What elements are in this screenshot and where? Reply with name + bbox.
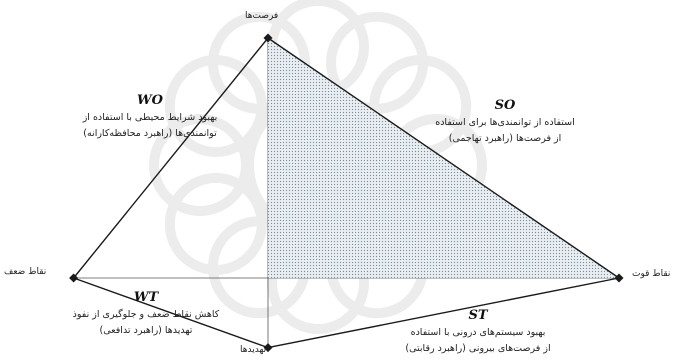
quadrant-text-wt-line2: تهدیدها (راهبرد تدافعی) — [99, 325, 193, 336]
quadrant-text-so-line2: از فرصت‌ها (راهبرد تهاجمی) — [448, 133, 562, 144]
quadrant-text-wt-line1: کاهش نقاط ضعف و جلوگیری از نفوذ — [72, 309, 220, 320]
vertex-marker-opportunities — [263, 33, 273, 43]
quadrant-text-wo-line2: توانمندی‌ها (راهبرد محافظه‌کارانه) — [83, 128, 217, 139]
quadrant-label-so: SO استفاده از توانمندی‌ها برای استفاده ا… — [435, 97, 575, 147]
axis-label-weaknesses: نقاط ضعف — [4, 267, 47, 277]
axis-label-strengths: نقاط قوت — [632, 269, 671, 279]
vertex-marker-strengths — [614, 273, 624, 283]
vertex-marker-weaknesses — [69, 273, 79, 283]
quadrant-code-st: ST — [468, 308, 488, 323]
quadrant-label-st: ST بهبود سیستم‌های درونی با استفاده از ف… — [405, 307, 550, 357]
quadrant-text-st-line2: از فرصت‌های بیرونی (راهبرد رقابتی) — [405, 343, 551, 354]
quadrant-text-st-line1: بهبود سیستم‌های درونی با استفاده — [410, 327, 546, 338]
quadrant-code-so: SO — [494, 98, 516, 113]
quadrant-text-so-line1: استفاده از توانمندی‌ها برای استفاده — [435, 117, 575, 128]
axis-label-threats: تهدیدها — [240, 345, 267, 355]
axis-label-opportunities: فرصت‌ها — [245, 11, 279, 21]
vertex-marker-threats — [263, 343, 273, 353]
quadrant-text-wo-line1: بهبود شرایط محیطی با استفاده از — [82, 112, 218, 123]
watermark-petal — [164, 173, 267, 275]
quadrant-label-wt: WT کاهش نقاط ضعف و جلوگیری از نفوذ تهدید… — [73, 289, 220, 339]
quadrant-label-wo: WO بهبود شرایط محیطی با استفاده از توانم… — [83, 92, 218, 142]
quadrant-code-wo: WO — [137, 93, 163, 108]
quadrant-code-wt: WT — [133, 290, 159, 305]
